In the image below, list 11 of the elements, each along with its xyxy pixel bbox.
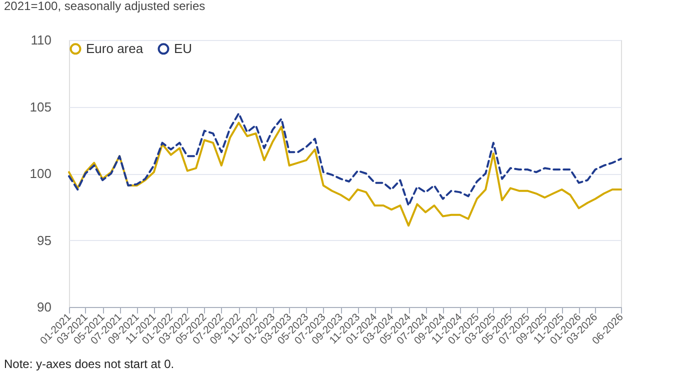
y-tick-label: 110 — [30, 32, 52, 48]
line-series — [68, 122, 622, 227]
y-tick-label: 90 — [37, 300, 52, 314]
text: Note: y-axes does not start at 0. — [4, 357, 174, 371]
line-series — [68, 112, 622, 207]
y-tick-label: 95 — [37, 232, 52, 248]
legend-label: EU — [174, 40, 192, 56]
y-tick-label: 105 — [30, 99, 52, 114]
legend-label: Euro area — [86, 40, 144, 56]
chart-subtitle: 2021=100, seasonally adjusted series — [4, 0, 206, 13]
y-tick-label: 100 — [30, 166, 52, 181]
